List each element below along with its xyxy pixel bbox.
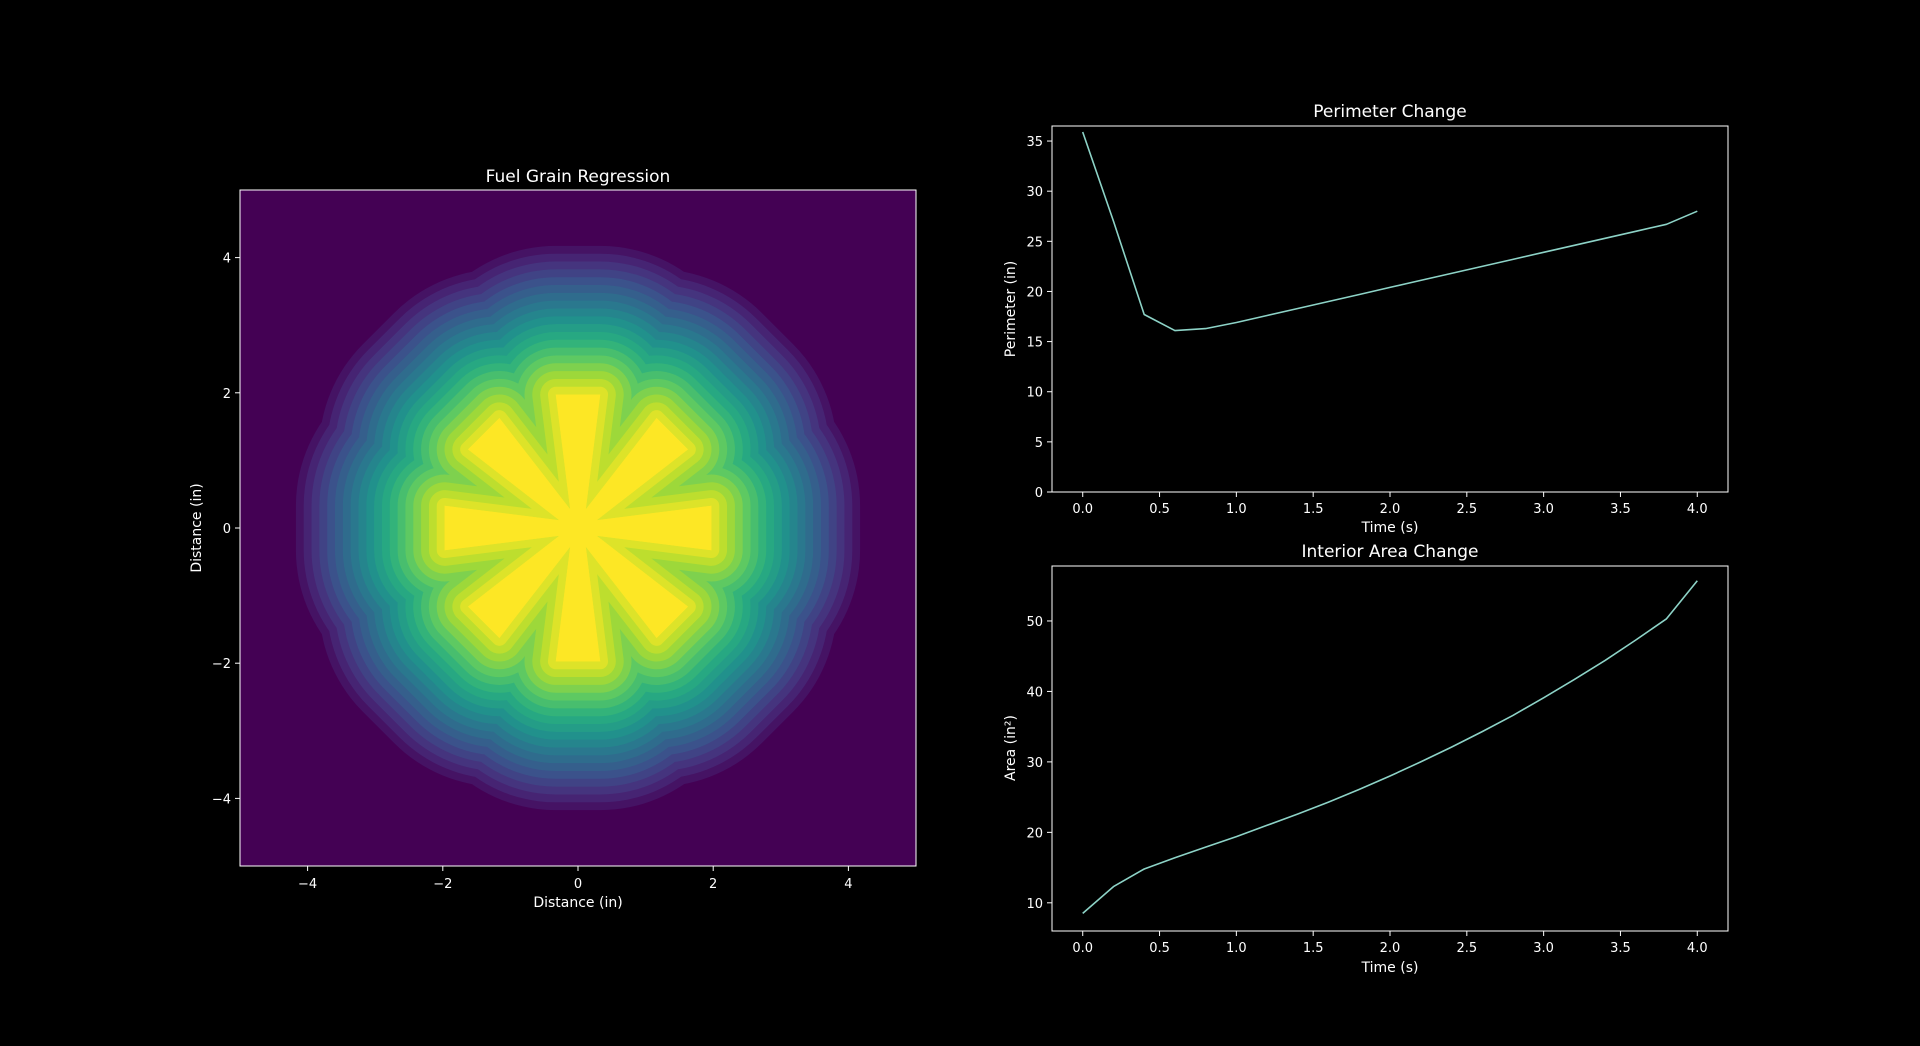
perimeter-x-tick-label: 2.0 <box>1380 502 1401 517</box>
area-y-tick-label: 30 <box>1026 756 1043 771</box>
area-y-tick-label: 20 <box>1026 826 1043 841</box>
area-panel: 0.0 0.5 1.0 1.5 2.0 2.5 3.0 3.5 4.0 10 20 30 40 50 I… <box>1003 542 1729 976</box>
area-x-ticks: 0.0 0.5 1.0 1.5 2.0 2.5 3.0 3.5 4.0 <box>1072 931 1708 956</box>
heatmap-x-ticks: −4 −2 0 2 4 <box>298 866 853 892</box>
perimeter-xlabel: Time (s) <box>1361 520 1419 536</box>
heatmap-y-tick-label: −4 <box>212 792 231 807</box>
area-y-tick-label: 50 <box>1026 615 1043 630</box>
perimeter-frame <box>1051 125 1729 493</box>
area-frame <box>1051 565 1729 932</box>
perimeter-y-tick-label: 15 <box>1026 336 1043 351</box>
initial-port-star <box>444 394 712 662</box>
area-x-tick-label: 1.5 <box>1303 941 1324 956</box>
area-x-tick-label: 0.5 <box>1149 941 1170 956</box>
heatmap-x-tick-label: 0 <box>574 877 582 892</box>
area-x-tick-label: 0.0 <box>1072 941 1093 956</box>
heatmap-xlabel: Distance (in) <box>533 895 622 911</box>
heatmap-plot-area <box>240 190 916 866</box>
perimeter-y-tick-label: 10 <box>1026 386 1043 401</box>
area-x-tick-label: 2.0 <box>1380 941 1401 956</box>
perimeter-x-ticks: 0.0 0.5 1.0 1.5 2.0 2.5 3.0 3.5 4.0 <box>1072 492 1708 517</box>
area-title: Interior Area Change <box>1301 542 1478 562</box>
perimeter-series-line <box>1081 131 1698 332</box>
area-series-line <box>1082 580 1698 915</box>
perimeter-x-tick-label: 0.5 <box>1149 502 1170 517</box>
area-ylabel: Area (in²) <box>1003 715 1019 781</box>
area-x-tick-label: 3.0 <box>1533 941 1554 956</box>
heatmap-x-tick-label: −4 <box>298 877 317 892</box>
heatmap-y-ticks: −4 −2 0 2 4 <box>212 252 240 807</box>
perimeter-y-tick-label: 35 <box>1026 135 1043 150</box>
perimeter-x-tick-label: 1.0 <box>1226 502 1247 517</box>
heatmap-y-tick-label: 4 <box>223 252 231 267</box>
heatmap-y-tick-label: 2 <box>223 387 231 402</box>
area-x-tick-label: 2.5 <box>1456 941 1477 956</box>
area-x-tick-label: 3.5 <box>1610 941 1631 956</box>
area-xlabel: Time (s) <box>1361 960 1419 976</box>
perimeter-title: Perimeter Change <box>1313 102 1466 122</box>
perimeter-x-tick-label: 0.0 <box>1072 502 1093 517</box>
perimeter-y-tick-label: 30 <box>1026 185 1043 200</box>
perimeter-y-tick-label: 0 <box>1035 486 1043 501</box>
perimeter-y-tick-label: 5 <box>1035 436 1043 451</box>
area-y-ticks: 10 20 30 40 50 <box>1026 615 1052 912</box>
perimeter-y-tick-label: 20 <box>1026 285 1043 300</box>
heatmap-x-tick-label: 2 <box>709 877 717 892</box>
heatmap-ylabel: Distance (in) <box>189 483 205 572</box>
heatmap-x-tick-label: 4 <box>844 877 852 892</box>
area-y-tick-label: 10 <box>1026 897 1043 912</box>
heatmap-y-tick-label: 0 <box>223 522 231 537</box>
perimeter-ylabel: Perimeter (in) <box>1003 261 1019 357</box>
perimeter-x-tick-label: 4.0 <box>1687 502 1708 517</box>
perimeter-x-tick-label: 2.5 <box>1456 502 1477 517</box>
heatmap-y-tick-label: −2 <box>212 657 231 672</box>
perimeter-y-tick-label: 25 <box>1026 235 1043 250</box>
area-x-tick-label: 1.0 <box>1226 941 1247 956</box>
heatmap-x-tick-label: −2 <box>433 877 452 892</box>
perimeter-x-tick-label: 3.5 <box>1610 502 1631 517</box>
perimeter-x-tick-label: 3.0 <box>1533 502 1554 517</box>
perimeter-panel: 0.0 0.5 1.0 1.5 2.0 2.5 3.0 3.5 4.0 0 5 10 15 20 25 30… <box>1003 102 1729 536</box>
perimeter-x-tick-label: 1.5 <box>1303 502 1324 517</box>
area-x-tick-label: 4.0 <box>1687 941 1708 956</box>
area-y-tick-label: 40 <box>1026 685 1043 700</box>
heatmap-title: Fuel Grain Regression <box>486 167 671 187</box>
heatmap-panel: −4 −2 0 2 4 −4 −2 0 2 4 Fuel Grain Regression Di… <box>189 167 917 911</box>
perimeter-y-ticks: 0 5 10 15 20 25 30 35 <box>1026 135 1052 501</box>
